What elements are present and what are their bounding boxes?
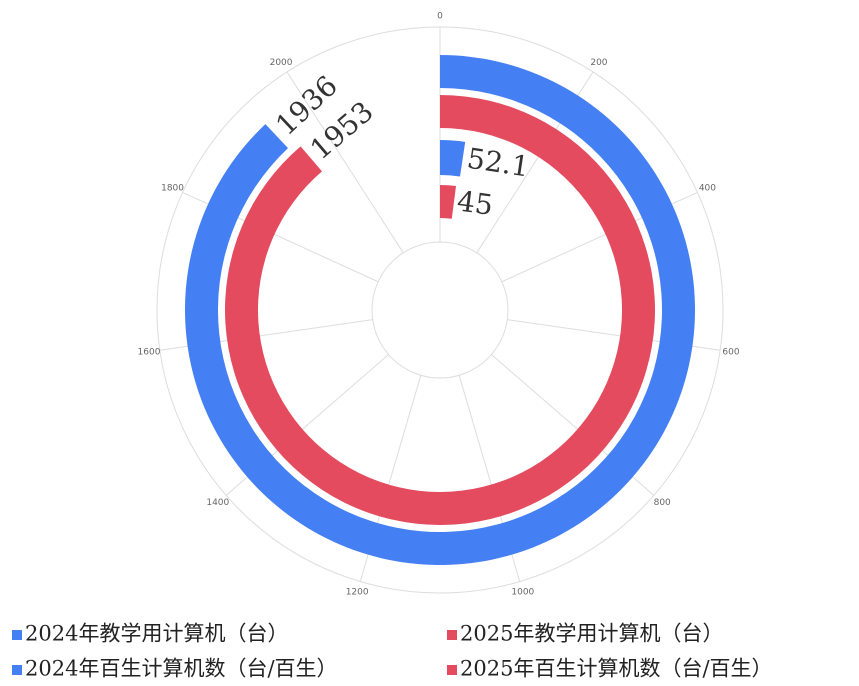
legend-marker xyxy=(12,630,22,640)
x-tick-label: 600 xyxy=(722,347,739,357)
legend-marker xyxy=(447,630,457,640)
grid-circle xyxy=(371,241,509,379)
legend-label: 2024年百生计算机数（台/百生） xyxy=(25,657,338,681)
legend-label: 2025年教学用计算机（台） xyxy=(460,622,723,646)
x-tick-label: 1600 xyxy=(138,347,161,357)
x-tick-label: 0 xyxy=(437,12,443,22)
x-tick-label: 1000 xyxy=(511,588,534,598)
x-tick-label: 1200 xyxy=(346,588,369,598)
x-tick-label: 400 xyxy=(699,183,716,193)
legend-marker xyxy=(447,665,457,675)
x-tick-label: 800 xyxy=(654,498,671,508)
bar xyxy=(440,140,466,177)
x-tick-label: 2000 xyxy=(270,58,293,68)
data-label: 52.1 xyxy=(465,142,532,184)
x-tick-label: 200 xyxy=(590,58,607,68)
legend-label: 2024年教学用计算机（台） xyxy=(25,622,288,646)
bar xyxy=(440,185,457,219)
legend-label: 2025年百生计算机数（台/百生） xyxy=(460,657,773,681)
x-tick-label: 1800 xyxy=(161,183,184,193)
x-tick-label: 1400 xyxy=(206,498,229,508)
grid-line xyxy=(286,71,404,254)
data-label: 45 xyxy=(455,185,495,222)
legend-marker xyxy=(12,665,22,675)
